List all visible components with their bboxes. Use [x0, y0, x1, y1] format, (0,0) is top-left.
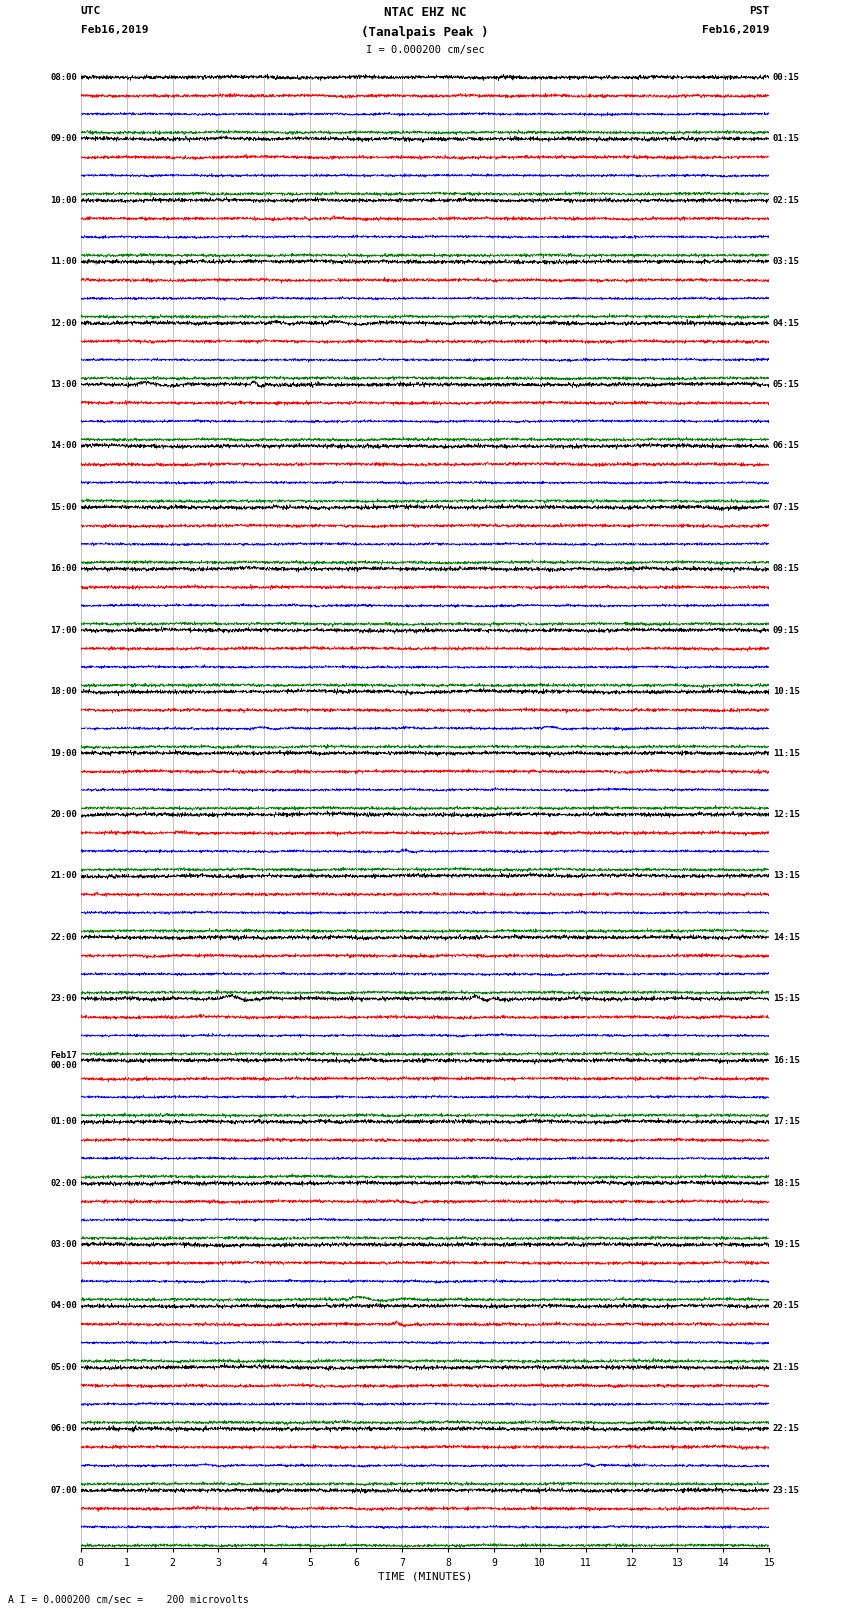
Text: 07:00: 07:00 — [50, 1486, 77, 1495]
Text: 10:00: 10:00 — [50, 195, 77, 205]
Text: 17:00: 17:00 — [50, 626, 77, 636]
Text: 07:15: 07:15 — [773, 503, 800, 511]
Text: 19:15: 19:15 — [773, 1240, 800, 1248]
Text: 12:15: 12:15 — [773, 810, 800, 819]
X-axis label: TIME (MINUTES): TIME (MINUTES) — [377, 1571, 473, 1582]
Text: 16:15: 16:15 — [773, 1057, 800, 1065]
Text: UTC: UTC — [81, 6, 101, 16]
Text: 03:15: 03:15 — [773, 256, 800, 266]
Text: 04:15: 04:15 — [773, 319, 800, 327]
Text: 09:15: 09:15 — [773, 626, 800, 636]
Text: 04:00: 04:00 — [50, 1302, 77, 1310]
Text: 08:15: 08:15 — [773, 565, 800, 573]
Text: Feb16,2019: Feb16,2019 — [81, 26, 148, 35]
Text: 17:15: 17:15 — [773, 1118, 800, 1126]
Text: 19:00: 19:00 — [50, 748, 77, 758]
Text: 20:15: 20:15 — [773, 1302, 800, 1310]
Text: 14:15: 14:15 — [773, 932, 800, 942]
Text: 14:00: 14:00 — [50, 442, 77, 450]
Text: PST: PST — [749, 6, 769, 16]
Text: 15:15: 15:15 — [773, 994, 800, 1003]
Text: 10:15: 10:15 — [773, 687, 800, 697]
Text: 02:00: 02:00 — [50, 1179, 77, 1187]
Text: 15:00: 15:00 — [50, 503, 77, 511]
Text: 03:00: 03:00 — [50, 1240, 77, 1248]
Text: 13:15: 13:15 — [773, 871, 800, 881]
Text: 08:00: 08:00 — [50, 73, 77, 82]
Text: Feb16,2019: Feb16,2019 — [702, 26, 769, 35]
Text: 11:00: 11:00 — [50, 256, 77, 266]
Text: 05:15: 05:15 — [773, 381, 800, 389]
Text: 13:00: 13:00 — [50, 381, 77, 389]
Text: I = 0.000200 cm/sec: I = 0.000200 cm/sec — [366, 45, 484, 55]
Text: 12:00: 12:00 — [50, 319, 77, 327]
Text: (Tanalpais Peak ): (Tanalpais Peak ) — [361, 26, 489, 39]
Text: NTAC EHZ NC: NTAC EHZ NC — [383, 6, 467, 19]
Text: A I = 0.000200 cm/sec =    200 microvolts: A I = 0.000200 cm/sec = 200 microvolts — [8, 1595, 249, 1605]
Text: 23:00: 23:00 — [50, 994, 77, 1003]
Text: 01:00: 01:00 — [50, 1118, 77, 1126]
Text: 09:00: 09:00 — [50, 134, 77, 144]
Text: 06:00: 06:00 — [50, 1424, 77, 1434]
Text: 22:15: 22:15 — [773, 1424, 800, 1434]
Text: 02:15: 02:15 — [773, 195, 800, 205]
Text: 23:15: 23:15 — [773, 1486, 800, 1495]
Text: 01:15: 01:15 — [773, 134, 800, 144]
Text: 21:00: 21:00 — [50, 871, 77, 881]
Text: 06:15: 06:15 — [773, 442, 800, 450]
Text: 18:15: 18:15 — [773, 1179, 800, 1187]
Text: 16:00: 16:00 — [50, 565, 77, 573]
Text: 11:15: 11:15 — [773, 748, 800, 758]
Text: Feb17
00:00: Feb17 00:00 — [50, 1050, 77, 1069]
Text: 05:00: 05:00 — [50, 1363, 77, 1373]
Text: 20:00: 20:00 — [50, 810, 77, 819]
Text: 18:00: 18:00 — [50, 687, 77, 697]
Text: 00:15: 00:15 — [773, 73, 800, 82]
Text: 21:15: 21:15 — [773, 1363, 800, 1373]
Text: 22:00: 22:00 — [50, 932, 77, 942]
